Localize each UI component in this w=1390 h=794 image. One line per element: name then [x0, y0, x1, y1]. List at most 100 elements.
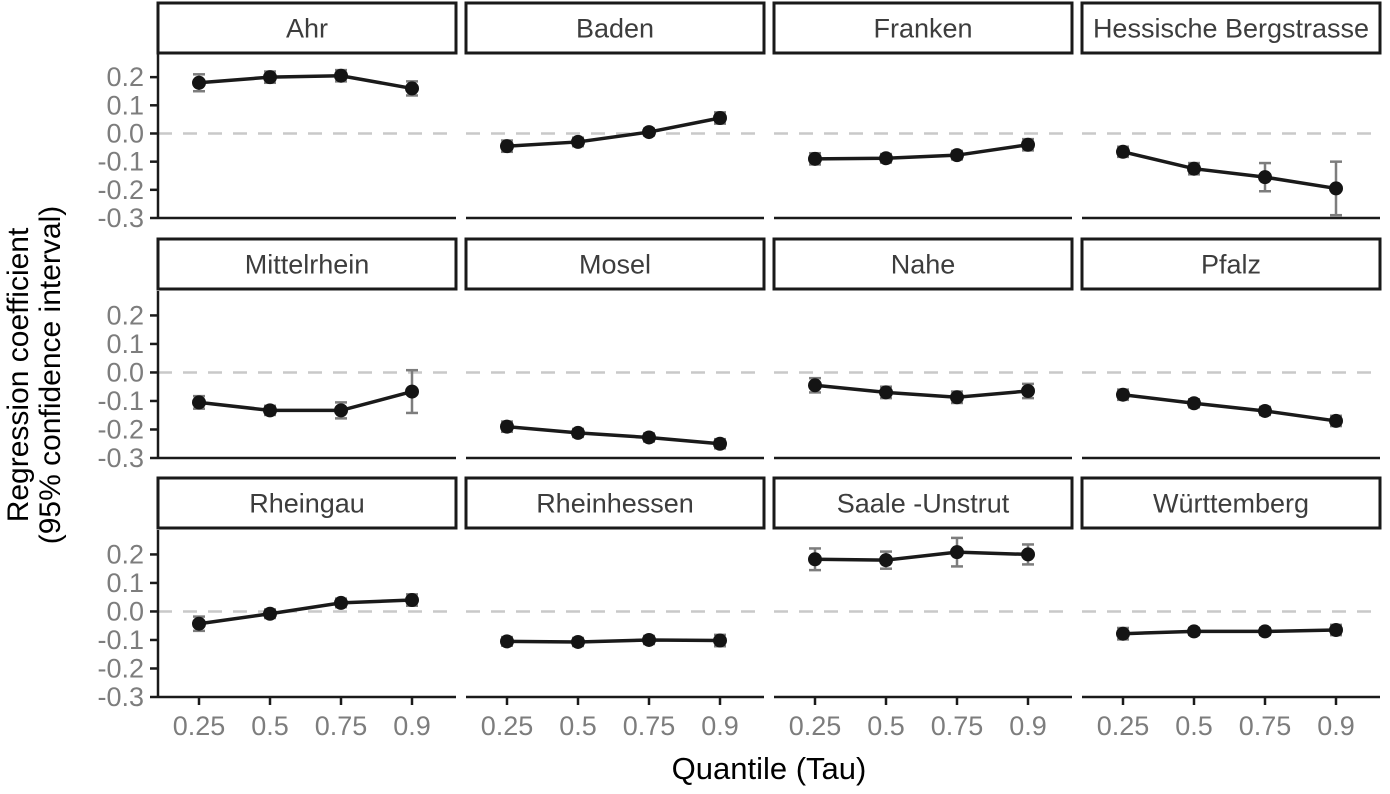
facet-strip: [156, 237, 458, 291]
x-tick-label: 0.5: [251, 711, 289, 741]
x-tick-label: 0.75: [1239, 711, 1292, 741]
data-point: [950, 390, 964, 405]
facet-strip-label: Rheingau: [249, 489, 365, 519]
y-tick-label: -0.2: [97, 175, 144, 205]
facet-panel-saale-unstrut: 0.25 0.5 0.75 0.9 Saale -Unstrut: [772, 476, 1074, 741]
trend-line: [814, 550, 1029, 562]
facet-panel-w-rttemberg: 0.25 0.5 0.75 0.9 Württemberg: [1080, 476, 1382, 741]
data-point: [879, 553, 893, 568]
y-tick-label: 0.2: [106, 539, 144, 569]
x-tick-label: 0.75: [623, 711, 676, 741]
trend-line: [198, 73, 413, 91]
data-point: [642, 632, 656, 647]
data-point: [263, 70, 277, 85]
y-tick-label: 0.0: [106, 118, 144, 148]
y-tick-label: -0.1: [97, 147, 144, 177]
y-tick-label: 0.0: [106, 357, 144, 387]
facet-strip-label: Württemberg: [1153, 489, 1309, 519]
facet-panel-rheingau: 0.20.10.0-0.1-0.2-0.3 0.25 0.5 0.75 0.9 Rhein…: [97, 476, 458, 741]
facet-strip: [1080, 237, 1382, 291]
data-point: [1258, 624, 1272, 639]
facet-strip: [156, 1, 458, 55]
facet-strip: [464, 476, 766, 530]
y-tick-label: -0.2: [97, 653, 144, 683]
x-tick-label: 0.75: [931, 711, 984, 741]
y-tick-label: -0.3: [97, 682, 144, 712]
data-point: [192, 616, 206, 631]
data-point: [642, 430, 656, 445]
data-point: [405, 593, 419, 608]
facet-strip-label: Mittelrhein: [245, 250, 370, 280]
data-point: [1258, 403, 1272, 418]
data-point: [263, 403, 277, 418]
data-point: [334, 403, 348, 418]
facet-strip-label: Ahr: [286, 14, 328, 44]
facet-strip-label: Pfalz: [1201, 250, 1261, 280]
trend-line: [198, 598, 413, 626]
y-tick-label: -0.3: [97, 203, 144, 233]
data-point: [405, 384, 419, 399]
facet-strip-label: Nahe: [891, 250, 956, 280]
facet-panel-mittelrhein: 0.20.10.0-0.1-0.2-0.3 Mittelrhein: [97, 237, 458, 473]
data-point: [713, 110, 727, 125]
data-point: [192, 395, 206, 410]
facet-strip-label: Hessische Bergstrasse: [1093, 14, 1369, 44]
x-tick-label: 0.9: [701, 711, 739, 741]
facet-strip: [772, 476, 1074, 530]
trend-line: [506, 424, 721, 446]
data-point: [500, 419, 514, 434]
facet-strip-label: Mosel: [579, 250, 651, 280]
data-point: [1021, 547, 1035, 562]
data-point: [1329, 413, 1343, 428]
x-tick-label: 0.9: [393, 711, 431, 741]
y-tick-label: -0.1: [97, 625, 144, 655]
facet-panel-franken: Franken: [772, 1, 1074, 220]
data-point: [713, 436, 727, 451]
facet-strip: [1080, 1, 1382, 55]
data-point: [192, 75, 206, 90]
data-point: [263, 606, 277, 621]
data-point: [571, 634, 585, 649]
trend-line: [814, 143, 1029, 161]
x-tick-label: 0.25: [1097, 711, 1150, 741]
data-point: [500, 139, 514, 154]
x-tick-label: 0.5: [1175, 711, 1213, 741]
x-tick-label: 0.9: [1317, 711, 1355, 741]
y-tick-label: -0.2: [97, 414, 144, 444]
data-point: [1021, 383, 1035, 398]
data-point: [950, 545, 964, 560]
trend-line: [198, 389, 413, 413]
data-point: [1329, 622, 1343, 637]
facet-strip: [464, 1, 766, 55]
facet-strip: [464, 237, 766, 291]
y-tick-label: 0.2: [106, 300, 144, 330]
facet-strip: [1080, 476, 1382, 530]
data-point: [808, 378, 822, 393]
data-point: [713, 633, 727, 648]
data-point: [1187, 624, 1201, 639]
data-point: [642, 125, 656, 140]
facet-panel-hessische-bergstrasse: Hessische Bergstrasse: [1080, 1, 1382, 220]
x-tick-label: 0.25: [481, 711, 534, 741]
data-point: [808, 151, 822, 166]
trend-line: [1122, 628, 1337, 636]
data-point: [808, 552, 822, 567]
facet-panel-rheinhessen: 0.25 0.5 0.75 0.9 Rheinhessen: [464, 476, 766, 741]
data-point: [1258, 170, 1272, 185]
data-point: [1329, 181, 1343, 196]
facet-strip-label: Rheinhessen: [536, 489, 694, 519]
data-point: [879, 151, 893, 166]
facet-strip-label: Franken: [873, 14, 972, 44]
data-point: [950, 148, 964, 163]
trend-line: [1122, 150, 1337, 191]
trend-line: [1122, 392, 1337, 423]
data-point: [334, 68, 348, 83]
y-tick-label: 0.1: [106, 568, 144, 598]
facet-panel-pfalz: Pfalz: [1080, 237, 1382, 460]
facet-panel-ahr: 0.20.10.0-0.1-0.2-0.3 Ahr: [97, 1, 458, 233]
y-tick-label: 0.1: [106, 90, 144, 120]
x-tick-label: 0.5: [559, 711, 597, 741]
data-point: [500, 634, 514, 649]
x-tick-label: 0.75: [315, 711, 368, 741]
